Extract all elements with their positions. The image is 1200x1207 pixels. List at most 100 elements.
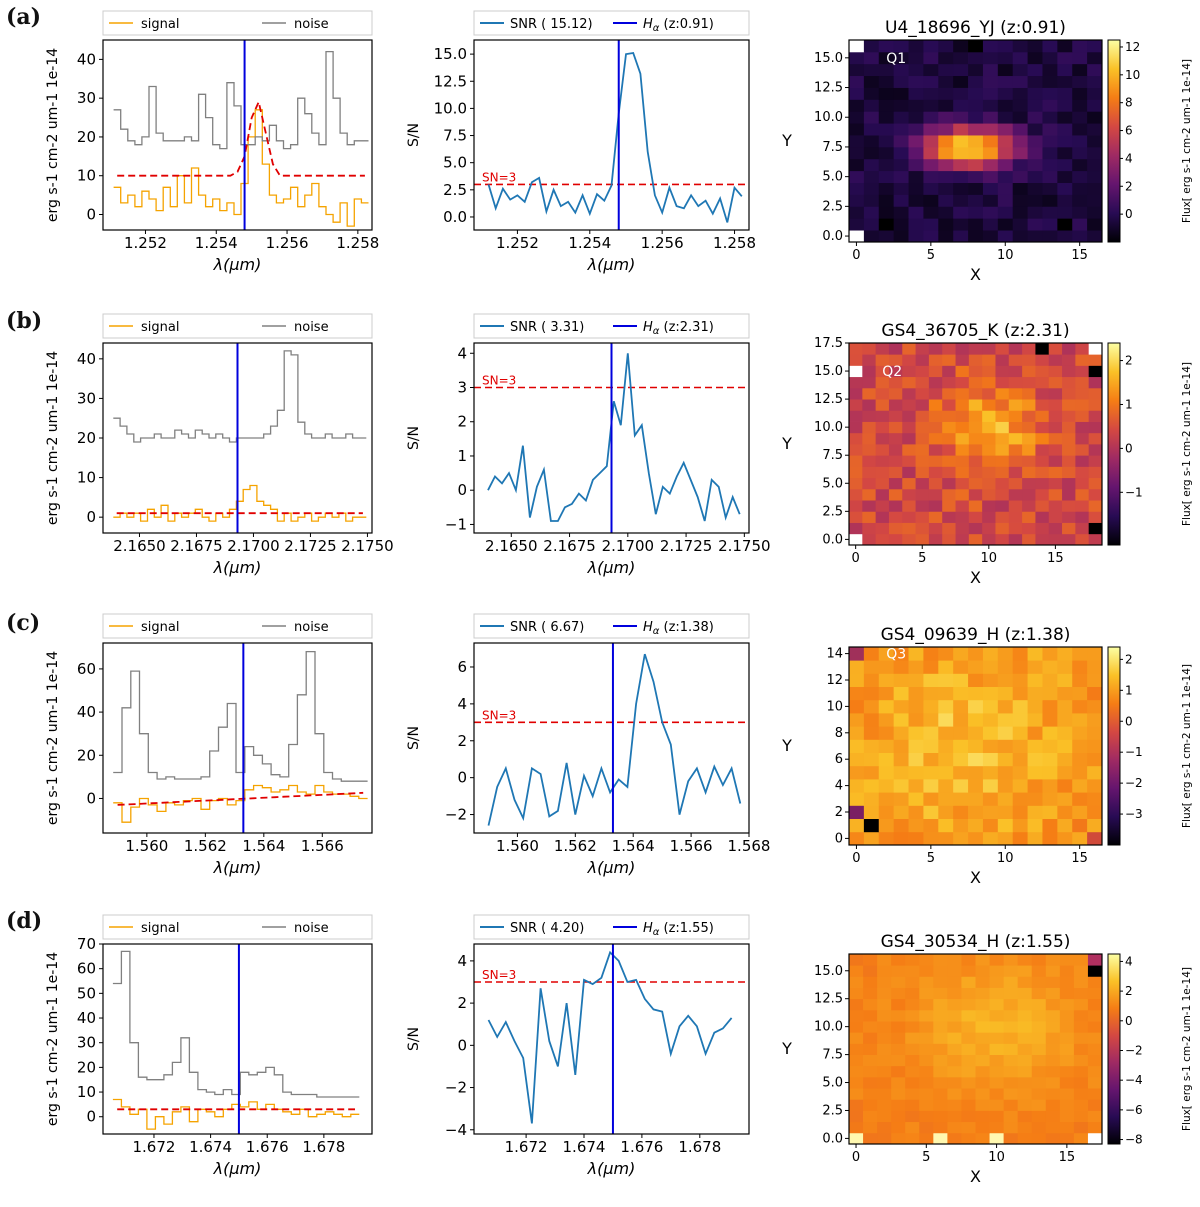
map-a-pixel xyxy=(878,206,895,219)
map-a-pixel xyxy=(878,123,895,136)
map-d-pixel xyxy=(877,954,892,966)
map-d-pixel xyxy=(1087,1065,1103,1078)
map-c-pixel xyxy=(893,726,909,740)
map-d-pixel xyxy=(989,1110,1005,1123)
map-a-pixel xyxy=(878,40,895,53)
map-a-pixel xyxy=(908,99,924,112)
map-c-pixel xyxy=(878,699,895,714)
map-c-pixel xyxy=(849,686,865,701)
map-a-pixel xyxy=(1042,135,1058,148)
spectrum-d-series-noise xyxy=(112,950,360,1098)
map-a-pixel xyxy=(1057,158,1073,172)
map-b-pixel xyxy=(849,399,863,411)
map-b-pixel xyxy=(1075,376,1090,389)
spectrum-b-xtick-label: 2.1700 xyxy=(227,537,280,555)
map-a-pixel xyxy=(908,194,924,207)
map-a-pixel xyxy=(1057,135,1073,148)
map-d-pixel xyxy=(849,987,864,1000)
map-d-pixel xyxy=(1017,1088,1033,1100)
map-b-pixel xyxy=(1062,387,1076,400)
map-b-pixel xyxy=(928,376,943,389)
map-b-ytick-label: 10.0 xyxy=(814,420,843,435)
map-d-pixel xyxy=(919,1021,934,1033)
spectrum-d-series-signal xyxy=(112,1098,360,1130)
map-a-pixel xyxy=(893,99,909,112)
map-d-pixel xyxy=(947,1121,962,1134)
map-b-pixel xyxy=(942,522,956,535)
map-b-pixel xyxy=(968,354,983,366)
map-d-pixel xyxy=(1003,1099,1019,1111)
map-c-pixel xyxy=(878,673,895,687)
map-d-pixel xyxy=(1003,965,1019,977)
map-c-pixel xyxy=(1072,752,1088,767)
map-d-pixel xyxy=(877,1088,892,1100)
map-b-pixel xyxy=(995,387,1010,400)
map-c-pixel xyxy=(968,739,984,753)
map-c-pixel xyxy=(997,713,1014,727)
map-d-pixel xyxy=(905,1088,920,1100)
map-d-pixel xyxy=(877,1132,892,1145)
snr-b-legend-snr-label: SNR ( 3.31) xyxy=(510,320,584,335)
map-d-pixel xyxy=(947,1054,962,1067)
map-a-pixel xyxy=(1057,75,1073,88)
snr-d-ytick-label: 2 xyxy=(457,994,467,1012)
map-b-pixel xyxy=(955,387,970,400)
map-b-pixel xyxy=(915,444,930,456)
map-b-pixel xyxy=(1035,421,1050,434)
map-c-frame xyxy=(848,646,1103,846)
map-c-ytick-label: 8 xyxy=(835,726,843,741)
map-c-pixel xyxy=(1087,699,1103,714)
map-c-pixel xyxy=(1027,647,1043,661)
map-b-colorbar-tick-label: 0 xyxy=(1125,441,1133,455)
map-b-pixel xyxy=(915,410,930,422)
map-a-pixel xyxy=(938,40,954,53)
map-b-pixel xyxy=(862,488,877,501)
spectrum-b-ytick-label: 0 xyxy=(86,508,96,526)
map-d-pixel xyxy=(947,1032,962,1044)
map-a-pixel xyxy=(1012,87,1028,100)
map-a-pixel xyxy=(1027,146,1043,160)
map-c-pixel xyxy=(968,660,984,674)
map-b-pixel xyxy=(1008,466,1023,479)
map-a-pixel xyxy=(1027,206,1043,219)
map-b-pixel xyxy=(968,488,983,501)
map-b-pixel xyxy=(982,387,996,400)
map-a-pixel xyxy=(997,135,1014,148)
map-a-pixel xyxy=(1057,170,1073,183)
map-b-pixel xyxy=(982,511,996,523)
map-d-pixel xyxy=(1073,1065,1089,1078)
map-a-pixel xyxy=(908,170,924,183)
map-c-pixel xyxy=(1012,818,1028,833)
map-a-pixel xyxy=(893,63,909,77)
map-b-pixel xyxy=(902,387,916,400)
map-b-pixel xyxy=(888,365,903,378)
map-d-pixel xyxy=(1017,1043,1033,1055)
map-d-pixel xyxy=(891,954,906,966)
map-d-pixel xyxy=(1003,1088,1019,1100)
map-a-pixel xyxy=(982,170,999,183)
snr-a-legend-halpha-label: Hα (z:0.91) xyxy=(643,17,714,34)
map-c-pixel xyxy=(893,752,909,767)
map-a-xtick-label: 5 xyxy=(927,248,935,263)
snr-b-ytick-label: 2 xyxy=(457,413,467,431)
snr-b-legend-halpha-label: Hα (z:2.31) xyxy=(643,320,714,337)
map-b-pixel xyxy=(995,477,1010,490)
snr-a-ytick-label: 7.5 xyxy=(443,127,467,145)
map-d-pixel xyxy=(933,1099,948,1111)
map-c-pixel xyxy=(1057,818,1073,833)
spectrum-c-legend-signal-label: signal xyxy=(141,620,179,635)
map-d-pixel xyxy=(961,1099,976,1111)
map-d-pixel xyxy=(877,1009,892,1022)
map-a-pixel xyxy=(923,206,939,219)
map-c-pixel xyxy=(1027,765,1043,780)
map-d-pixel xyxy=(933,987,948,1000)
map-d-pixel xyxy=(1031,1065,1047,1078)
map-d-pixel xyxy=(877,1043,892,1055)
map-c-pixel xyxy=(1012,765,1028,780)
map-c-pixel xyxy=(849,805,865,819)
map-d-pixel xyxy=(1017,965,1033,977)
spectrum-b-xtick-label: 2.1725 xyxy=(284,537,337,555)
map-c-pixel xyxy=(1057,805,1073,819)
map-d-pixel xyxy=(933,1065,948,1078)
map-b-pixel xyxy=(849,376,863,389)
